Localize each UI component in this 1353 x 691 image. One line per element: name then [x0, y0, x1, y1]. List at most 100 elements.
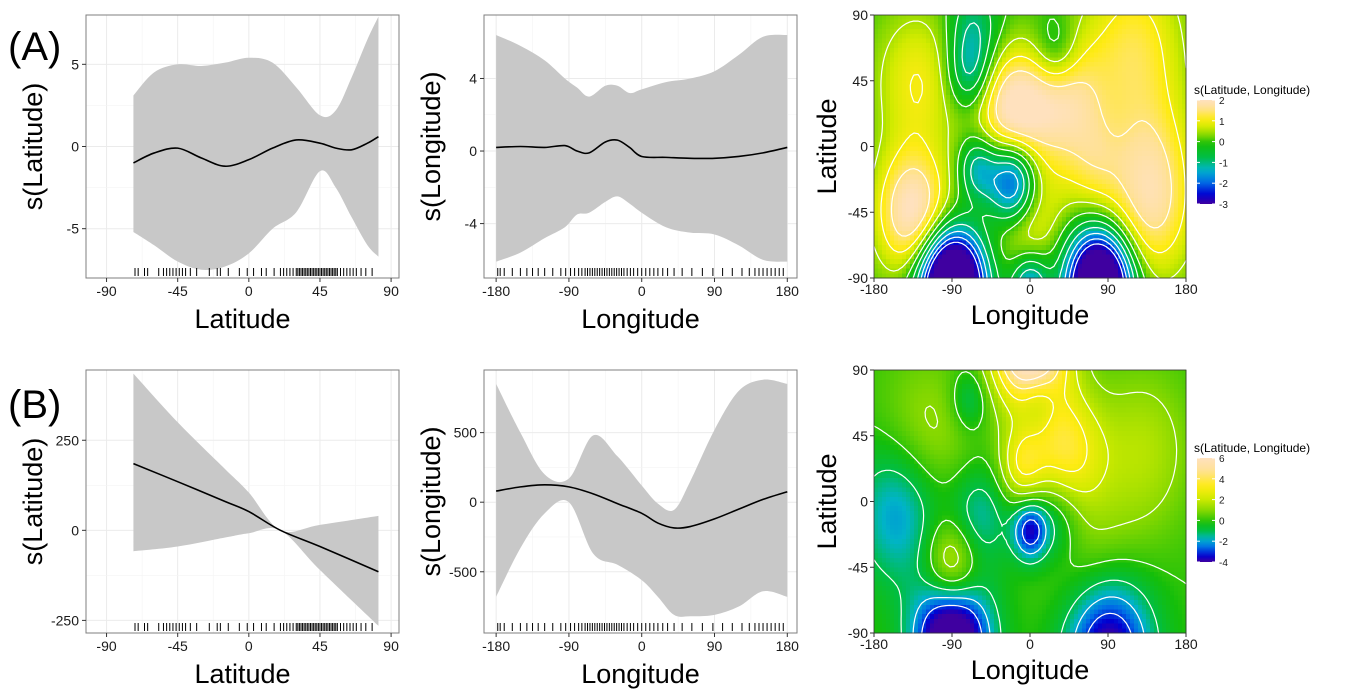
heatmap-cell	[1034, 188, 1039, 195]
heatmap-cell	[922, 113, 927, 119]
heatmap-cell	[1082, 212, 1087, 218]
heatmap-cell	[1042, 273, 1047, 279]
heatmap-cell	[1150, 216, 1155, 223]
heatmap-cell	[1086, 118, 1091, 124]
heatmap-cell	[1002, 80, 1007, 87]
heatmap-cell	[1174, 61, 1179, 68]
heatmap-cell	[1174, 71, 1179, 77]
heatmap-cell	[1158, 123, 1163, 129]
heatmap-cell	[1170, 137, 1175, 143]
heatmap-cell	[1138, 137, 1143, 143]
heatmap-cell	[994, 118, 999, 124]
heatmap-cell	[886, 15, 891, 21]
heatmap-cell	[982, 52, 987, 58]
heatmap-cell	[1150, 141, 1155, 148]
heatmap-cell	[1102, 268, 1107, 274]
heatmap-cell	[1046, 273, 1051, 279]
heatmap-cell	[938, 179, 943, 185]
heatmap-cell	[1130, 160, 1135, 166]
heatmap-cell	[1150, 132, 1155, 138]
heatmap-cell	[918, 202, 923, 209]
heatmap-cell	[878, 174, 883, 180]
heatmap-cell	[946, 108, 951, 115]
heatmap-cell	[886, 104, 891, 110]
heatmap-cell	[1010, 108, 1015, 115]
heatmap-cell	[910, 179, 915, 185]
heatmap-cell	[1074, 90, 1079, 96]
heatmap-cell	[1062, 104, 1067, 110]
heatmap-cell	[1126, 174, 1131, 180]
heatmap-cell	[1074, 169, 1079, 176]
heatmap-cell	[1170, 127, 1175, 134]
heatmap-cell	[1142, 52, 1147, 58]
heatmap-cell	[934, 263, 939, 270]
heatmap-cell	[942, 370, 947, 376]
heatmap-cell	[1182, 19, 1187, 25]
heatmap-cell	[1134, 151, 1139, 157]
heatmap-cell	[1170, 259, 1175, 265]
heatmap-cell	[970, 273, 975, 279]
heatmap-cell	[910, 169, 915, 176]
heatmap-cell	[1150, 80, 1155, 87]
heatmap-cell	[874, 132, 879, 138]
heatmap-cell	[926, 71, 931, 77]
heatmap-cell	[1050, 193, 1055, 199]
heatmap-cell	[1166, 33, 1171, 40]
heatmap-cell	[1150, 174, 1155, 180]
heatmap-cell	[1026, 66, 1031, 72]
heatmap-cell	[1066, 33, 1071, 40]
heatmap-cell	[1150, 90, 1155, 96]
y-tick-label: 500	[454, 425, 478, 441]
heatmap-cell	[922, 90, 927, 96]
heatmap-cell	[878, 235, 883, 242]
y-tick-label: 0	[71, 522, 79, 538]
heatmap-cell	[982, 33, 987, 40]
heatmap-cell	[874, 94, 879, 101]
heatmap-cell	[1106, 169, 1111, 176]
heatmap-cell	[1118, 146, 1123, 152]
heatmap-cell	[930, 188, 935, 195]
heatmap-cell	[1182, 33, 1187, 40]
heatmap-cell	[926, 198, 931, 204]
heatmap-cell	[1002, 212, 1007, 218]
heatmap-cell	[1026, 24, 1031, 30]
heatmap-cell	[954, 245, 959, 251]
heatmap-cell	[1078, 33, 1083, 40]
heatmap-cell	[1038, 24, 1043, 30]
heatmap-cell	[1042, 24, 1047, 30]
heatmap-cell	[1122, 76, 1127, 82]
heatmap-cell	[1106, 141, 1111, 148]
heatmap-cell	[1146, 231, 1151, 237]
heatmap-cell	[1146, 94, 1151, 101]
heatmap-cell	[1018, 184, 1023, 190]
heatmap-cell	[1082, 108, 1087, 115]
heatmap-cell	[1106, 113, 1111, 119]
heatmap-cell	[894, 47, 899, 54]
heatmap-cell	[1026, 193, 1031, 199]
heatmap-cell	[1042, 207, 1047, 213]
heatmap-cell	[938, 94, 943, 101]
heatmap-cell	[938, 146, 943, 152]
heatmap-cell	[1014, 118, 1019, 124]
heatmap-cell	[926, 52, 931, 58]
x-tick-label: -180	[482, 638, 510, 654]
heatmap-cell	[982, 198, 987, 204]
heatmap-cell	[978, 146, 983, 152]
heatmap-cell	[1082, 245, 1087, 251]
heatmap-cell	[938, 33, 943, 40]
x-tick-label: 0	[245, 283, 253, 299]
heatmap-cell	[1158, 155, 1163, 162]
heatmap-cell	[894, 76, 899, 82]
heatmap-cell	[1142, 169, 1147, 176]
heatmap-cell	[1170, 169, 1175, 176]
y-tick-label: 5	[71, 56, 79, 72]
heatmap-cell	[902, 108, 907, 115]
heatmap-cell	[938, 216, 943, 223]
heatmap-cell	[1006, 249, 1011, 256]
heatmap-cell	[982, 24, 987, 30]
heatmap-cell	[1154, 245, 1159, 251]
heatmap-cell	[1018, 57, 1023, 63]
heatmap-cell	[1114, 61, 1119, 68]
heatmap-cell	[1134, 212, 1139, 218]
heatmap-cell	[1094, 90, 1099, 96]
